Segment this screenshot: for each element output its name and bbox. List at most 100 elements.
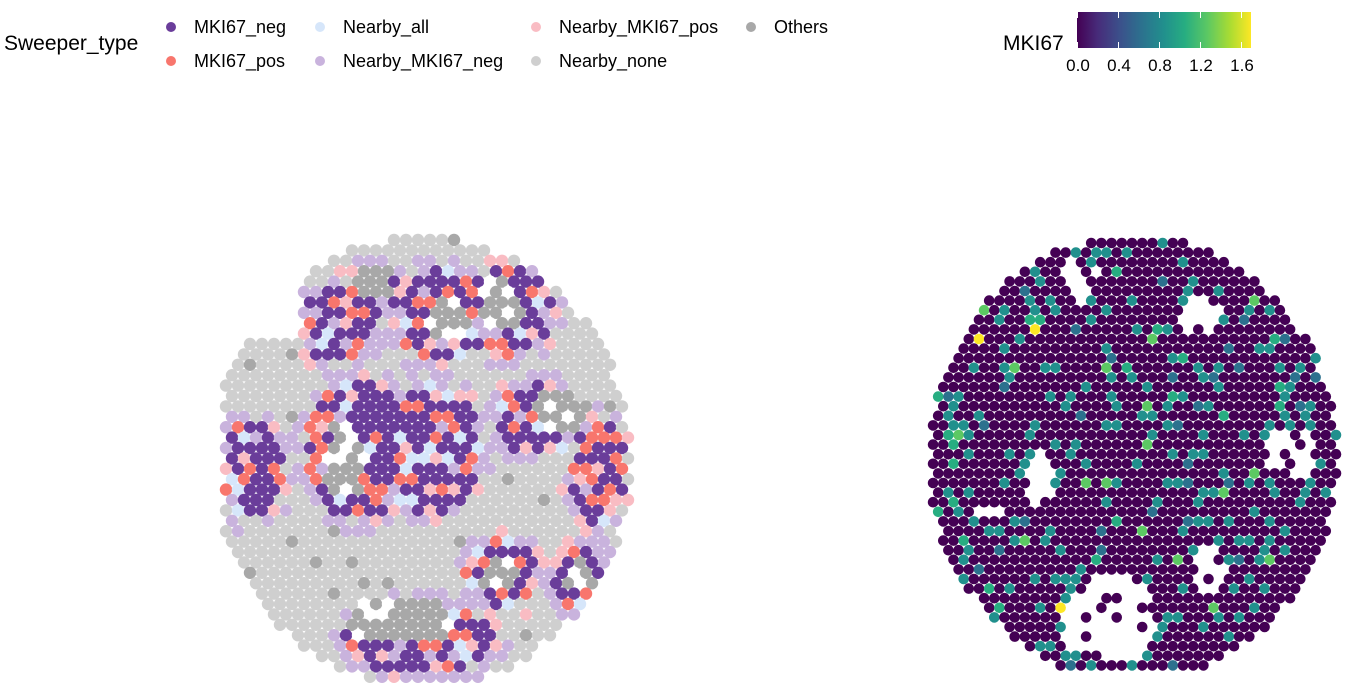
spot <box>471 545 485 559</box>
spot <box>393 348 407 361</box>
spot <box>507 275 521 288</box>
spot <box>429 285 443 299</box>
spot <box>255 358 269 371</box>
spot <box>339 629 353 642</box>
spot <box>1075 468 1087 479</box>
spot <box>423 545 437 559</box>
spot <box>1264 573 1275 585</box>
spot <box>483 608 497 621</box>
spot <box>1218 602 1230 614</box>
spot <box>1320 487 1332 498</box>
spot <box>1080 496 1092 508</box>
spot <box>405 618 419 631</box>
spot <box>1080 362 1092 374</box>
spot <box>465 639 479 652</box>
spot <box>1259 544 1270 556</box>
spot <box>447 400 461 413</box>
legend-item: MKI67_pos <box>162 49 285 73</box>
spot <box>375 649 389 663</box>
spot <box>285 410 299 423</box>
spot <box>1177 333 1189 345</box>
spot <box>1249 564 1260 575</box>
spot <box>1182 381 1194 393</box>
spot <box>555 566 569 579</box>
spot <box>1254 400 1265 412</box>
spot <box>1009 439 1020 450</box>
spot <box>579 462 593 475</box>
spot <box>351 566 365 579</box>
spot <box>339 587 353 600</box>
spot <box>501 348 515 361</box>
spot <box>249 556 263 569</box>
spot <box>363 525 377 538</box>
spot <box>1320 468 1332 479</box>
spot <box>369 265 383 278</box>
spot <box>333 556 347 569</box>
spot <box>948 477 959 489</box>
spot <box>1040 420 1051 431</box>
spot <box>537 535 551 548</box>
spot <box>555 441 569 455</box>
spot <box>1228 429 1240 441</box>
spot <box>417 660 431 673</box>
spot <box>968 496 980 508</box>
spot <box>1004 487 1015 498</box>
spot <box>555 504 569 517</box>
spot <box>1182 554 1194 566</box>
spot <box>1131 400 1143 412</box>
spot <box>1213 324 1224 335</box>
spot <box>1040 304 1051 316</box>
spot <box>561 556 575 569</box>
spot <box>1040 266 1051 278</box>
spot <box>477 410 491 423</box>
spot <box>1162 439 1173 450</box>
spot <box>1136 602 1148 614</box>
spot <box>1152 304 1163 316</box>
spot <box>1080 554 1092 566</box>
spot <box>1279 506 1291 518</box>
spot <box>327 545 341 559</box>
spot <box>291 608 305 621</box>
spot <box>1126 295 1138 306</box>
spot <box>1060 573 1071 585</box>
spot <box>339 525 353 538</box>
spot <box>1024 544 1036 556</box>
spot <box>423 629 437 642</box>
spot <box>333 473 347 486</box>
spot <box>453 514 467 527</box>
spot <box>1254 420 1265 431</box>
spot <box>447 462 461 475</box>
spot <box>375 566 389 579</box>
spot <box>273 473 287 486</box>
spot <box>225 514 239 527</box>
spot <box>465 410 479 423</box>
spot <box>489 389 503 403</box>
spot <box>345 265 359 278</box>
spot <box>369 639 383 652</box>
spot <box>1085 314 1097 326</box>
spot <box>989 362 1000 374</box>
spot <box>525 348 539 361</box>
spot <box>1244 304 1255 316</box>
spot <box>983 544 995 556</box>
spot <box>495 608 509 621</box>
spot <box>1147 487 1158 498</box>
spot <box>483 441 497 455</box>
spot <box>1244 554 1255 566</box>
spot <box>591 462 605 475</box>
spot <box>1147 391 1158 402</box>
spot <box>999 477 1010 489</box>
spot <box>561 577 575 590</box>
spot <box>994 525 1005 537</box>
spot <box>507 649 521 663</box>
spot <box>513 369 527 382</box>
spot <box>1187 640 1199 652</box>
spot <box>303 462 317 475</box>
spot <box>561 493 575 507</box>
spot <box>603 441 617 455</box>
spot <box>531 421 545 434</box>
spot <box>519 587 533 600</box>
spot <box>447 504 461 517</box>
spot <box>435 400 449 413</box>
spot <box>1029 573 1041 585</box>
